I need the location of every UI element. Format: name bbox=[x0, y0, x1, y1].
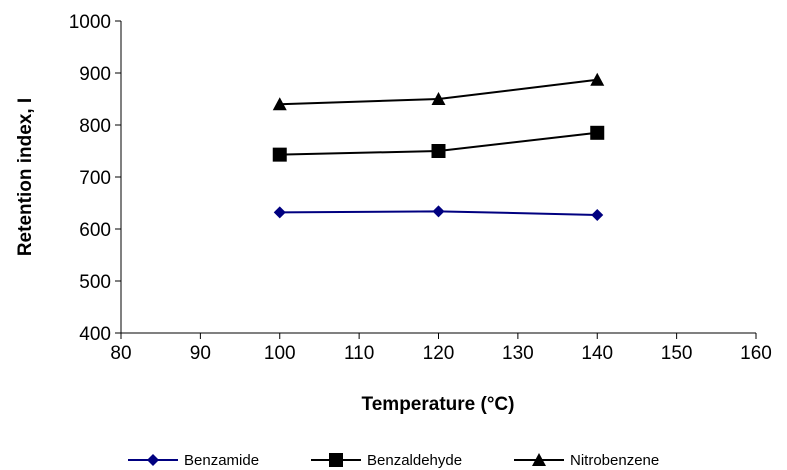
series-benzamide bbox=[273, 205, 604, 221]
x-tick-label: 150 bbox=[661, 343, 693, 364]
y-tick-label: 1000 bbox=[69, 12, 111, 33]
legend: Benzamide Benzaldehyde Nitrobenzene bbox=[128, 452, 659, 469]
series-layer bbox=[272, 72, 605, 221]
x-tick-label: 120 bbox=[423, 343, 455, 364]
y-axis-title: Retention index, I bbox=[15, 98, 36, 256]
y-tick-label: 800 bbox=[79, 116, 111, 137]
y-tick-label: 500 bbox=[79, 272, 111, 293]
series-benzaldehyde bbox=[272, 125, 605, 162]
axes bbox=[120, 21, 756, 334]
x-tick-label: 160 bbox=[740, 343, 772, 364]
legend-item-benzaldehyde: Benzaldehyde bbox=[311, 452, 462, 469]
x-tick-label: 130 bbox=[502, 343, 534, 364]
data-point-benzamide bbox=[591, 208, 604, 221]
legend-item-benzamide: Benzamide bbox=[128, 452, 259, 469]
x-tick-label: 80 bbox=[110, 343, 131, 364]
data-point-benzaldehyde bbox=[431, 144, 446, 158]
legend-label: Benzaldehyde bbox=[367, 452, 462, 469]
x-axis-title: Temperature (°C) bbox=[362, 394, 515, 415]
legend-label: Benzamide bbox=[184, 452, 259, 469]
data-point-benzaldehyde bbox=[590, 125, 605, 140]
y-tick-label: 400 bbox=[79, 324, 111, 345]
data-point-benzaldehyde bbox=[272, 147, 287, 162]
data-point-benzamide bbox=[432, 205, 445, 218]
legend-marker-benzamide bbox=[147, 454, 159, 466]
series-nitrobenzene bbox=[272, 72, 605, 111]
data-point-nitrobenzene bbox=[272, 97, 287, 111]
x-tick-label: 100 bbox=[264, 343, 296, 364]
legend-label: Nitrobenzene bbox=[570, 452, 659, 469]
legend-marker-nitrobenzene bbox=[532, 453, 546, 466]
data-point-nitrobenzene bbox=[431, 92, 446, 105]
data-point-benzamide bbox=[273, 206, 286, 219]
y-tick-label: 900 bbox=[79, 64, 111, 85]
legend-item-nitrobenzene: Nitrobenzene bbox=[514, 452, 659, 469]
data-point-nitrobenzene bbox=[590, 72, 605, 86]
x-tick-label: 90 bbox=[190, 343, 211, 364]
y-tick-label: 700 bbox=[79, 168, 111, 189]
x-tick-label: 140 bbox=[581, 343, 613, 364]
legend-marker-benzaldehyde bbox=[329, 453, 343, 467]
x-tick-label: 110 bbox=[344, 343, 374, 364]
ticks: 400 500 600 700 800 900 1000 80 90 100 110 120 130 14… bbox=[69, 12, 772, 364]
y-tick-label: 600 bbox=[79, 220, 111, 241]
